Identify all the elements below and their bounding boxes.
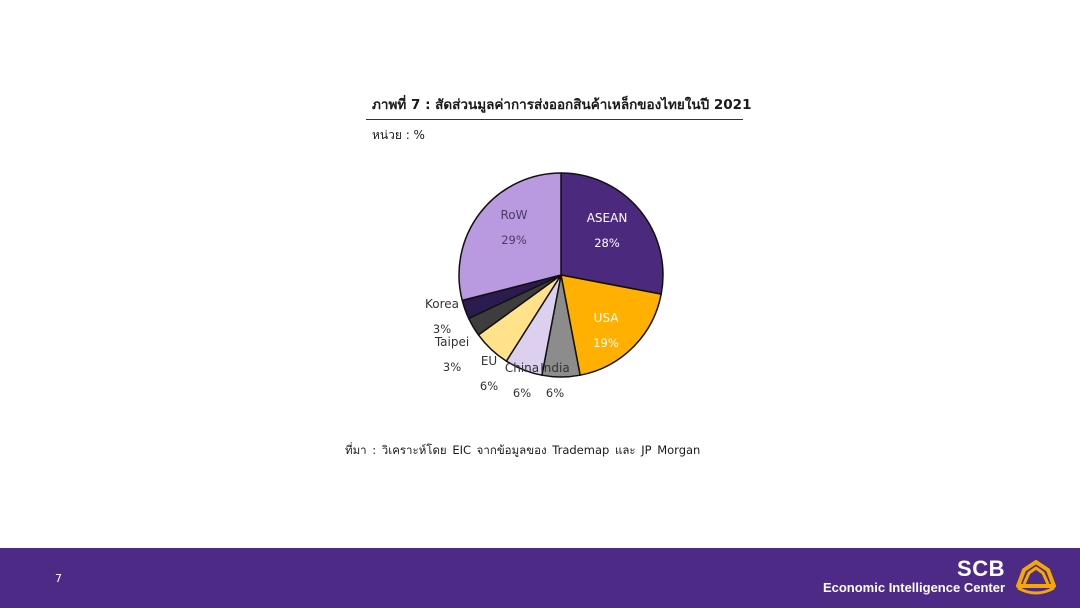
pie-chart: ASEAN28%USA19%India6%China6%EU6%Taipei3%… (425, 172, 664, 400)
page-number: 7 (55, 572, 62, 585)
pie-slice-asean (560, 172, 664, 295)
brand-block: SCB Economic Intelligence Center (823, 558, 1005, 596)
pie-slices (458, 172, 664, 378)
slice-value-taipei: 3% (443, 360, 461, 374)
pie-labels: ASEAN28%USA19%India6%China6%EU6%Taipei3%… (425, 208, 627, 400)
slice-label-row: RoW (500, 208, 527, 222)
slice-label-asean: ASEAN (587, 211, 628, 225)
slice-label-taipei: Taipei (434, 335, 469, 349)
slice-value-usa: 19% (593, 336, 619, 350)
brand-subtitle: Economic Intelligence Center (822, 580, 1005, 595)
slice-value-india: 6% (546, 386, 564, 400)
slice-label-usa: USA (594, 311, 620, 325)
chart-title: ภาพที่ 7 : สัดส่วนมูลค่าการส่งออกสินค้าเ… (372, 97, 752, 113)
slice-value-korea: 3% (433, 322, 451, 336)
slice-value-china: 6% (513, 386, 531, 400)
pie-slice-row (458, 172, 562, 302)
slice-label-china: China (505, 361, 539, 375)
footer-bar: 7 SCB Economic Intelligence Center (0, 548, 1080, 608)
pie-slice-usa (560, 274, 662, 376)
slice-value-asean: 28% (594, 236, 620, 250)
brand-name: SCB (957, 556, 1005, 581)
source-note: ที่มา : วิเคราะห์โดย EIC จากข้อมูลของ Tr… (345, 443, 701, 457)
slice-value-eu: 6% (480, 379, 498, 393)
scb-bowl-logo-icon (1016, 560, 1056, 595)
slice-value-row: 29% (501, 233, 527, 247)
slice-label-india: India (540, 361, 569, 375)
unit-label: หน่วย : % (372, 128, 425, 142)
title-divider (366, 119, 743, 120)
slice-label-eu: EU (481, 354, 497, 368)
slice-label-korea: Korea (425, 297, 459, 311)
